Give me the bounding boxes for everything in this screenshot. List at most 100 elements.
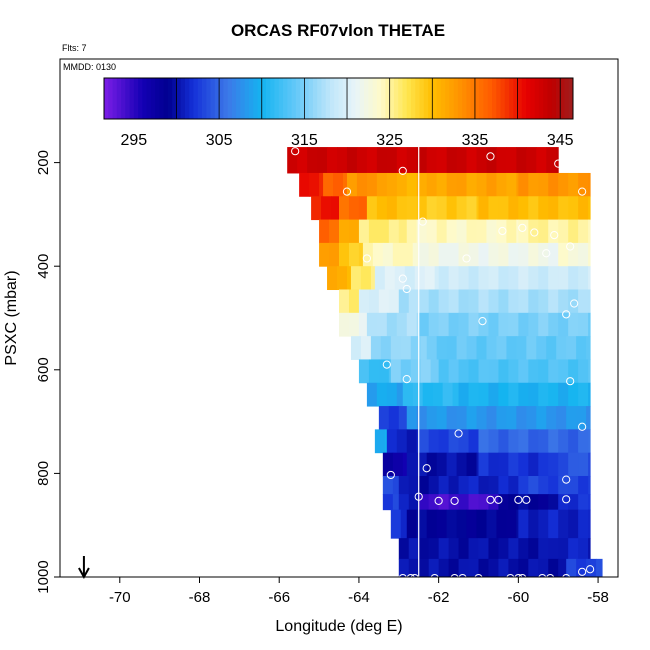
- colorbar-tick-label: 335: [462, 132, 489, 149]
- heat-cell: [396, 147, 408, 174]
- colorbar-strip: [564, 78, 570, 119]
- heat-cell: [568, 509, 579, 539]
- heat-cell: [346, 266, 352, 291]
- heat-cell: [476, 172, 487, 197]
- heat-cell: [476, 452, 479, 477]
- colorbar-strip: [197, 78, 203, 119]
- heat-cell: [426, 406, 438, 430]
- heat-cell: [436, 219, 448, 244]
- x-tick-label: -58: [587, 589, 609, 606]
- data-point: [382, 360, 391, 369]
- data-point: [578, 422, 587, 431]
- heat-cell: [506, 406, 517, 430]
- heat-cell: [436, 452, 448, 477]
- heat-cell: [558, 558, 567, 578]
- heat-cell: [348, 196, 360, 221]
- heat-cell: [406, 147, 418, 174]
- heat-cell: [558, 242, 569, 267]
- heat-cell: [518, 289, 529, 314]
- heat-cell: [476, 147, 487, 174]
- heat-cell: [448, 242, 460, 267]
- heat-cell: [586, 406, 591, 430]
- colorbar-strip: [334, 78, 339, 119]
- heat-cell: [538, 266, 549, 291]
- heat-cell: [309, 172, 320, 197]
- heat-cell: [386, 382, 398, 407]
- y-axis-ticks: 200 400 600 800 1000: [35, 150, 60, 594]
- heat-cell: [528, 494, 539, 511]
- heat-cell: [319, 242, 330, 267]
- heat-cell: [518, 538, 529, 560]
- colorbar-strip: [351, 78, 356, 119]
- data-point: [530, 228, 539, 237]
- heat-cell: [346, 147, 358, 174]
- heat-cell: [488, 429, 499, 454]
- plot-frame: [59, 58, 619, 578]
- heat-cell: [376, 312, 388, 337]
- heat-cell: [394, 266, 406, 291]
- data-point: [538, 573, 547, 583]
- colorbar-strip: [146, 78, 152, 119]
- heat-cell: [548, 429, 559, 454]
- heat-cell: [420, 336, 428, 360]
- heat-cell: [418, 242, 430, 267]
- heat-cell: [406, 406, 418, 430]
- y-tick-label: 200: [35, 150, 52, 175]
- heat-cell: [488, 558, 499, 578]
- heat-cell: [400, 336, 412, 360]
- heat-cell: [548, 558, 559, 578]
- heat-cell: [558, 289, 569, 314]
- heat-cell: [420, 359, 432, 384]
- heat-cell: [478, 242, 489, 267]
- heat-cell: [436, 147, 448, 174]
- heat-cell: [578, 242, 589, 267]
- heat-cell: [476, 509, 487, 539]
- data-point: [546, 573, 555, 583]
- colorbar-strip: [244, 78, 250, 119]
- colorbar-strip: [359, 78, 365, 119]
- heat-cell: [508, 452, 519, 477]
- colorbar-strip: [150, 78, 156, 119]
- heat-cell: [518, 312, 529, 337]
- heat-cell: [366, 172, 378, 197]
- heat-cell: [528, 475, 539, 495]
- data-point: [578, 187, 587, 196]
- heat-cell: [358, 242, 364, 267]
- heat-cell: [536, 336, 547, 360]
- heat-cell: [558, 429, 569, 454]
- colorbar-strip: [398, 78, 403, 119]
- heat-cell: [398, 558, 410, 578]
- heat-cell: [392, 475, 400, 495]
- heat-cell: [578, 289, 589, 314]
- colorbar-strip: [295, 78, 301, 119]
- heat-cell: [488, 475, 499, 495]
- heat-cell: [398, 538, 410, 560]
- heat-cell: [528, 429, 539, 454]
- y-tick-label: 400: [35, 254, 52, 279]
- heat-cell: [442, 382, 454, 407]
- heat-cell: [390, 509, 402, 539]
- colorbar-strip: [381, 78, 386, 119]
- heat-cell: [516, 509, 519, 539]
- heat-cell: [400, 509, 408, 539]
- heat-cell: [456, 406, 468, 430]
- colorbar-strip: [129, 78, 135, 119]
- heat-cell: [438, 494, 450, 511]
- heat-cell: [466, 509, 477, 539]
- heat-cell: [410, 359, 422, 384]
- data-point: [410, 573, 419, 583]
- heat-cell: [596, 558, 603, 578]
- heat-cell: [516, 147, 527, 174]
- colorbar-strip: [248, 78, 254, 119]
- colorbar-strip: [163, 78, 169, 119]
- heat-cell: [496, 172, 507, 197]
- data-point: [566, 242, 575, 251]
- heat-cell: [508, 558, 519, 578]
- heat-cell: [548, 266, 559, 291]
- heat-cell: [436, 172, 448, 197]
- heat-cell: [538, 219, 549, 244]
- y-tick-label: 800: [35, 461, 52, 486]
- colorbar-strip: [266, 78, 271, 119]
- heat-cell: [384, 266, 396, 291]
- heat-cell: [384, 429, 388, 454]
